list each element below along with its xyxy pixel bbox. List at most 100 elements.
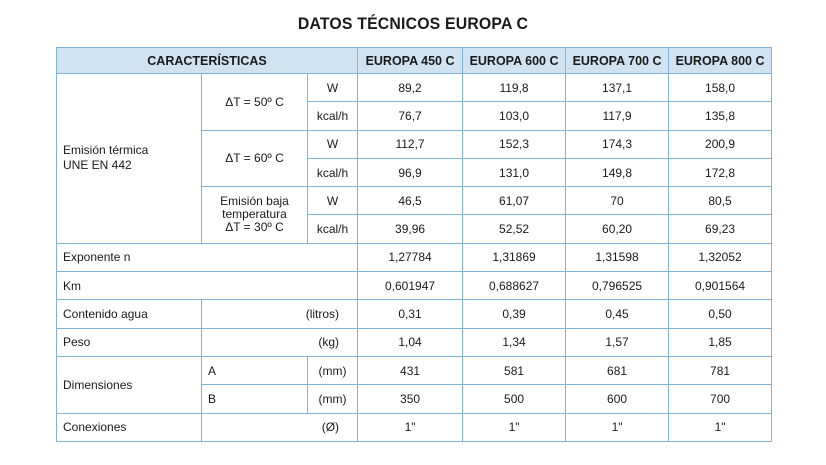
value-cell: 39,96: [357, 214, 464, 244]
value-cell: 61,07: [462, 186, 567, 216]
km-label: Km: [55, 271, 359, 301]
unit-cell: W: [306, 129, 359, 159]
value-cell: 431: [357, 355, 464, 386]
emision-label: Emisión térmica UNE EN 442: [56, 73, 202, 244]
value-cell: 69,23: [668, 214, 773, 244]
value-cell: 1": [565, 412, 670, 442]
table-row: Peso (kg) 1,04 1,34 1,57 1,85: [56, 327, 773, 357]
delta-50-label: ΔT = 50º C: [201, 73, 308, 131]
peso-label: Peso: [56, 327, 202, 357]
value-cell: 0,901564: [668, 271, 773, 301]
value-cell: 781: [668, 355, 773, 386]
value-cell: 1": [462, 412, 567, 442]
value-cell: 1,31869: [462, 242, 567, 273]
low-temp-label-line1: Emisión baja: [220, 194, 289, 209]
emision-label-line2: UNE EN 442: [63, 158, 132, 173]
dimensiones-label: Dimensiones: [56, 355, 202, 414]
table-row: Emisión baja temperatura ΔT = 30º C W 46…: [57, 186, 773, 244]
value-cell: 500: [462, 384, 567, 414]
header-caracteristicas: CARACTERÍSTICAS: [55, 47, 359, 74]
header-model-600: EUROPA 600 C: [462, 47, 567, 74]
value-cell: 1,57: [565, 327, 670, 357]
table-row: Exponente n 1,27784 1,31869 1,31598 1,32…: [55, 242, 773, 273]
value-cell: 0,601947: [357, 271, 464, 301]
peso-unit: (kg): [200, 327, 359, 357]
value-cell: 1,04: [357, 327, 464, 357]
table-row: Contenido agua (litros) 0,31 0,39 0,45 0…: [56, 299, 773, 329]
unit-cell: (mm): [306, 384, 359, 414]
value-cell: 131,0: [462, 157, 567, 188]
value-cell: 96,9: [357, 157, 464, 188]
table-row: Dimensiones A (mm) 431 581 681 781: [56, 355, 773, 414]
low-temp-label: Emisión baja temperatura ΔT = 30º C: [201, 186, 308, 244]
unit-cell: W: [306, 72, 359, 103]
value-cell: 119,8: [462, 72, 567, 103]
value-cell: 76,7: [357, 101, 464, 131]
value-cell: 70: [565, 186, 670, 216]
unit-cell: (mm): [306, 355, 359, 386]
value-cell: 1": [668, 412, 773, 442]
value-cell: 174,3: [565, 129, 670, 159]
delta-60-label: ΔT = 60º C: [201, 129, 308, 188]
value-cell: 0,45: [565, 299, 670, 329]
value-cell: 581: [462, 355, 567, 386]
value-cell: 200,9: [668, 129, 773, 159]
table-row: kcal/h 76,7 103,0 117,9 135,8: [57, 101, 773, 131]
contenido-unit: (litros): [200, 299, 359, 329]
table-row: B (mm) 350 500 600 700: [57, 384, 773, 414]
dimension-key-a: A: [201, 355, 308, 386]
value-cell: 681: [565, 355, 670, 386]
low-temp-label-line2: temperatura: [222, 207, 287, 222]
value-cell: 0,31: [357, 299, 464, 329]
header-model-450: EUROPA 450 C: [357, 47, 464, 74]
value-cell: 700: [668, 384, 773, 414]
value-cell: 135,8: [668, 101, 773, 131]
value-cell: 117,9: [565, 101, 670, 131]
low-temp-label-line3: ΔT = 30º C: [225, 220, 284, 235]
value-cell: 1,85: [668, 327, 773, 357]
value-cell: 112,7: [357, 129, 464, 159]
conexiones-label: Conexiones: [56, 412, 202, 442]
value-cell: 152,3: [462, 129, 567, 159]
dimension-key-b: B: [201, 384, 308, 414]
unit-cell: kcal/h: [306, 101, 359, 131]
header-model-700: EUROPA 700 C: [565, 47, 670, 74]
table-row: kcal/h 39,96 52,52 60,20 69,23: [57, 214, 773, 244]
value-cell: 0,688627: [462, 271, 567, 301]
value-cell: 1,27784: [357, 242, 464, 273]
value-cell: 80,5: [668, 186, 773, 216]
value-cell: 137,1: [565, 72, 670, 103]
value-cell: 1,31598: [565, 242, 670, 273]
value-cell: 0,50: [668, 299, 773, 329]
value-cell: 60,20: [565, 214, 670, 244]
table-row: Conexiones (Ø) 1" 1" 1" 1": [56, 412, 773, 442]
value-cell: 0,796525: [565, 271, 670, 301]
value-cell: 1": [357, 412, 464, 442]
value-cell: 46,5: [357, 186, 464, 216]
value-cell: 89,2: [357, 72, 464, 103]
table-row: Emisión térmica UNE EN 442 ΔT = 50º C W …: [56, 72, 773, 244]
unit-cell: W: [306, 186, 359, 216]
value-cell: 158,0: [668, 72, 773, 103]
conexiones-unit: (Ø): [200, 412, 359, 442]
table-row: Km 0,601947 0,688627 0,796525 0,901564: [55, 271, 773, 301]
value-cell: 600: [565, 384, 670, 414]
value-cell: 149,8: [565, 157, 670, 188]
table-header-row: CARACTERÍSTICAS EUROPA 450 C EUROPA 600 …: [55, 47, 773, 74]
value-cell: 350: [357, 384, 464, 414]
unit-cell: kcal/h: [306, 214, 359, 244]
technical-data-table: CARACTERÍSTICAS EUROPA 450 C EUROPA 600 …: [55, 47, 773, 442]
table-row: ΔT = 60º C W 112,7 152,3 174,3 200,9: [57, 129, 773, 188]
value-cell: 172,8: [668, 157, 773, 188]
value-cell: 0,39: [462, 299, 567, 329]
document-title: DATOS TÉCNICOS EUROPA C: [297, 14, 529, 33]
unit-cell: kcal/h: [306, 157, 359, 188]
contenido-label: Contenido agua: [56, 299, 202, 329]
value-cell: 103,0: [462, 101, 567, 131]
value-cell: 1,34: [462, 327, 567, 357]
header-model-800: EUROPA 800 C: [668, 47, 773, 74]
emision-label-line1: Emisión térmica: [63, 143, 149, 158]
value-cell: 1,32052: [668, 242, 773, 273]
value-cell: 52,52: [462, 214, 567, 244]
exponente-label: Exponente n: [55, 242, 359, 273]
